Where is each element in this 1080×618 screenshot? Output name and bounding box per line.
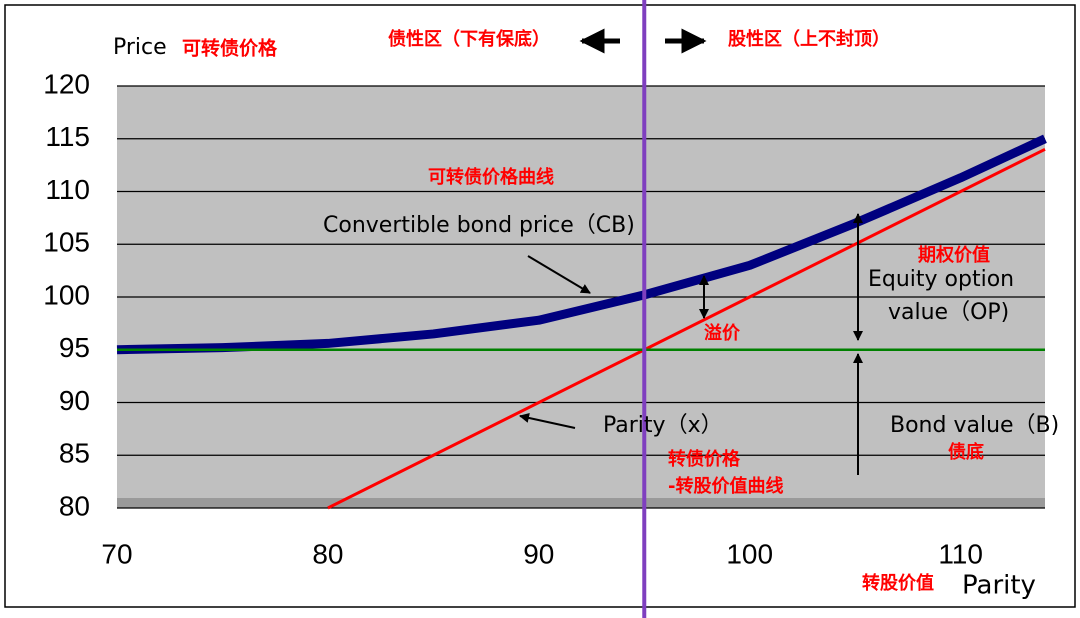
annotation: 溢价 [704,322,741,344]
series-line [327,147,1046,510]
annotation: Bond value（B) [890,413,1059,438]
annotation: 可转债价格曲线 [428,166,554,188]
annotation: 可转债价格 [182,37,278,60]
y-tick-label: 90 [59,385,90,416]
x-axis-label: Parity [962,571,1036,601]
annotation: Convertible bond price（CB) [323,213,635,238]
annotation-arrows [519,28,863,475]
x-tick-label: 90 [523,538,554,569]
frame [4,4,1076,608]
y-tick-label: 95 [59,332,90,363]
series-layer [116,134,1047,510]
arrow [519,413,576,429]
y-tick-label: 105 [43,227,90,258]
y-tick-label: 85 [59,438,90,469]
annotation: 期权价值 [918,244,990,266]
y-tick-label: 120 [43,68,90,99]
x-tick-label: 110 [938,538,983,569]
annotation: 转股价值 [862,572,934,594]
annotation: 债底 [948,441,984,463]
annotation: 股性区（上不封顶） [727,28,890,50]
series-line [116,134,1047,355]
annotation: Parity（x） [603,413,723,438]
y-tick-label: 115 [45,121,90,152]
arrow [527,255,591,294]
y-tick-label: 100 [43,279,90,310]
x-tick-label: 80 [312,538,343,569]
labels: 80 85 90 95 100 105 110 115 120 70 80 90 100 110 [43,68,983,569]
plot-floor [117,498,1045,508]
x-tick-label: 100 [726,538,773,569]
annotation: -转股价值曲线 [668,475,783,497]
grid [117,85,1045,509]
annotation: 债性区（下有保底） [388,28,550,50]
annotation: Equity option [868,267,1014,292]
annotation: Price [113,35,167,60]
y-tick-label: 80 [59,490,90,521]
annotation: 转债价格 [668,448,741,470]
y-tick-label: 110 [45,174,90,205]
annotation: value（OP) [888,300,1009,325]
x-tick-label: 70 [101,538,132,569]
